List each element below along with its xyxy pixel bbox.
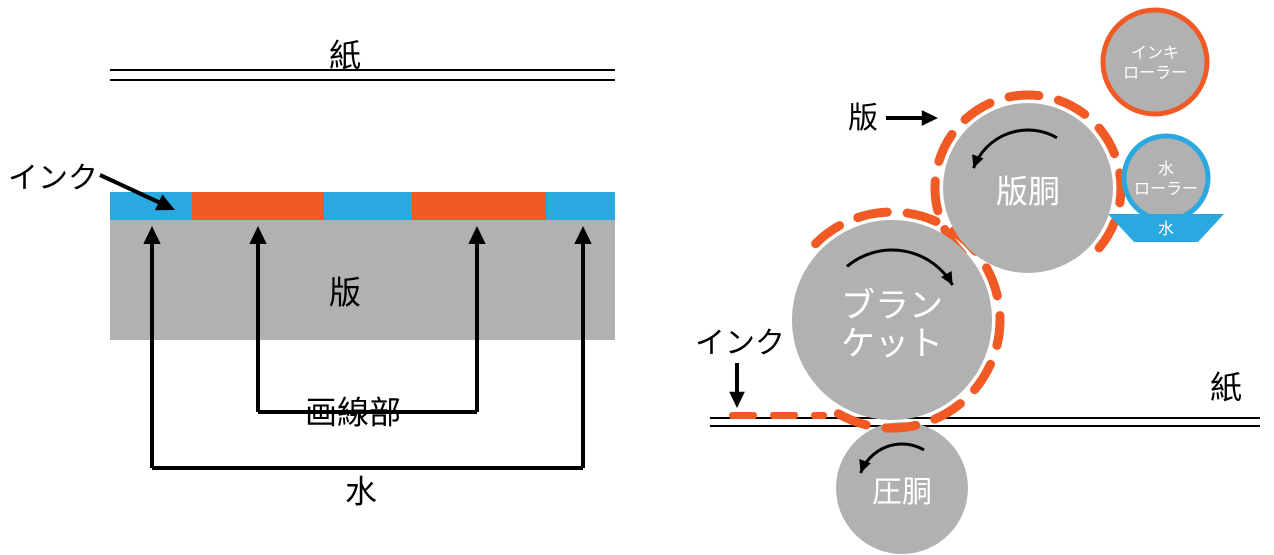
text-shape: インキ xyxy=(1131,45,1179,62)
image-area-label: 画線部 xyxy=(305,394,401,430)
ink-on-paper-dash xyxy=(729,412,757,419)
text-shape: ローラー xyxy=(1134,181,1198,198)
right-paper-label: 紙 xyxy=(1210,369,1242,405)
ink-segment xyxy=(412,192,546,220)
left-ink-label: インク xyxy=(8,162,98,195)
ink-on-paper-dash xyxy=(811,412,827,419)
text-shape: ケット xyxy=(841,325,943,363)
impression-cylinder-label: 圧胴 xyxy=(872,476,932,509)
plate-arrow-label: 版 xyxy=(848,102,878,135)
water-segment xyxy=(324,192,412,220)
plate-block xyxy=(110,220,615,340)
left-paper-label: 紙 xyxy=(329,37,361,73)
plate-cylinder-label: 版胴 xyxy=(996,173,1060,209)
water-segment xyxy=(546,192,615,220)
text-shape: 水 xyxy=(1158,160,1174,178)
right-ink-label: インク xyxy=(695,327,785,360)
water-tray-label: 水 xyxy=(1158,220,1174,238)
text-shape: ローラー xyxy=(1123,65,1187,82)
polygon-shape xyxy=(729,392,745,408)
text-shape: ブラン xyxy=(841,287,943,325)
plate-label: 版 xyxy=(329,274,361,310)
ink-segment xyxy=(192,192,324,220)
polygon-shape xyxy=(922,110,938,126)
left-water-label: 水 xyxy=(345,473,377,509)
water-segment xyxy=(110,192,192,220)
ink-on-paper-dash xyxy=(770,412,798,419)
